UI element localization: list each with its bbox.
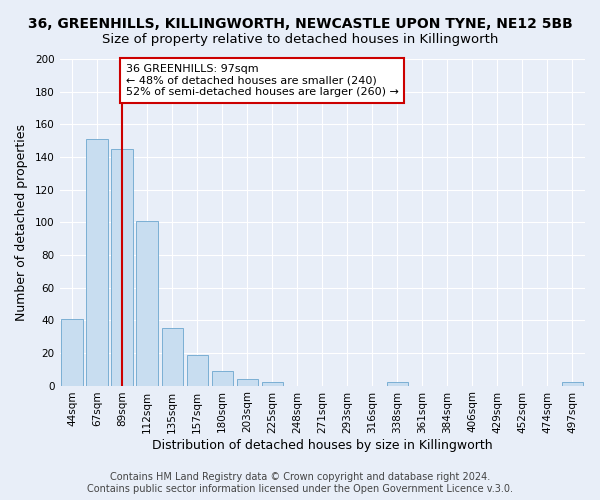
Bar [136, 220, 158, 386]
Bar [61, 318, 83, 386]
Bar [562, 382, 583, 386]
Bar [187, 354, 208, 386]
Bar [112, 149, 133, 386]
Text: Size of property relative to detached houses in Killingworth: Size of property relative to detached ho… [102, 32, 498, 46]
Bar [86, 139, 108, 386]
Bar [387, 382, 408, 386]
X-axis label: Distribution of detached houses by size in Killingworth: Distribution of detached houses by size … [152, 440, 493, 452]
Bar [236, 379, 258, 386]
Text: 36 GREENHILLS: 97sqm
← 48% of detached houses are smaller (240)
52% of semi-deta: 36 GREENHILLS: 97sqm ← 48% of detached h… [126, 64, 399, 97]
Text: Contains HM Land Registry data © Crown copyright and database right 2024.
Contai: Contains HM Land Registry data © Crown c… [87, 472, 513, 494]
Bar [161, 328, 183, 386]
Y-axis label: Number of detached properties: Number of detached properties [15, 124, 28, 321]
Text: 36, GREENHILLS, KILLINGWORTH, NEWCASTLE UPON TYNE, NE12 5BB: 36, GREENHILLS, KILLINGWORTH, NEWCASTLE … [28, 18, 572, 32]
Bar [262, 382, 283, 386]
Bar [212, 371, 233, 386]
